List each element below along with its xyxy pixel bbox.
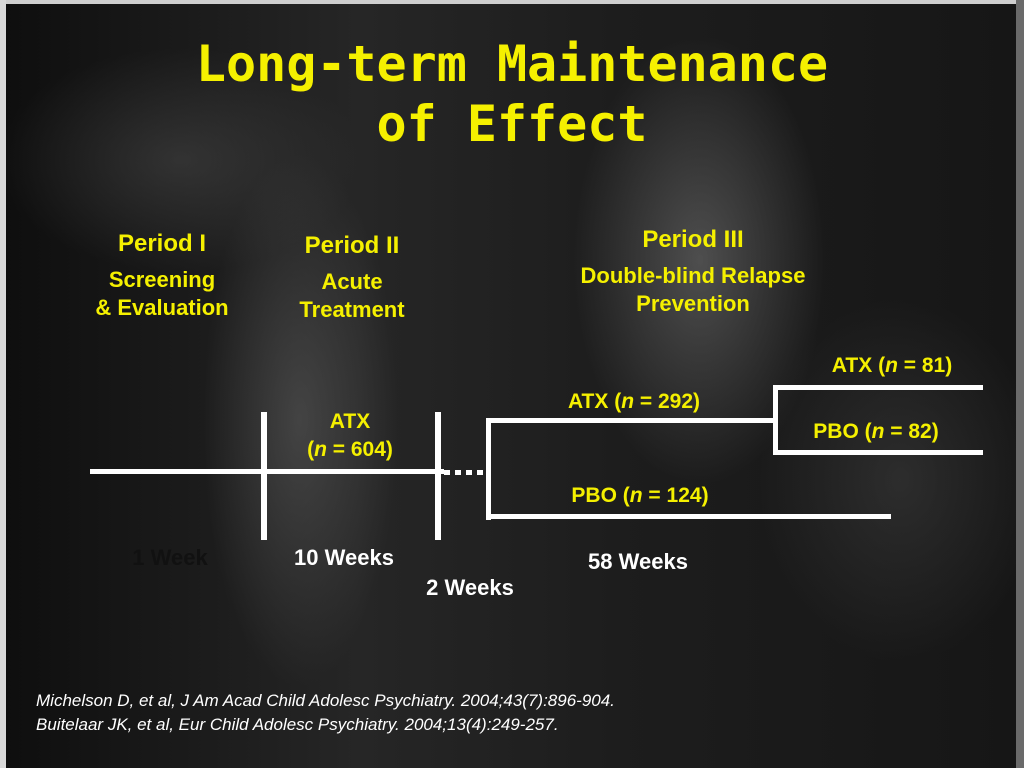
pbo-82-n-symbol: n xyxy=(871,420,885,443)
reference-1: Michelson D, et al, J Am Acad Child Adol… xyxy=(36,691,615,710)
atx-initial-label: ATX (n = 604) xyxy=(290,408,410,464)
atx-81-prefix: ATX ( xyxy=(831,354,886,377)
period-divider-2 xyxy=(435,412,441,540)
atx-292-label: ATX (n = 292) xyxy=(549,388,719,416)
pbo-82-n-value: = 82) xyxy=(884,420,939,443)
pbo-124-n-symbol: n xyxy=(629,484,643,507)
period-divider-1 xyxy=(261,412,267,540)
washout-dotted-line xyxy=(444,470,488,475)
atx-initial-open-paren: ( xyxy=(307,438,315,461)
slide-frame-left xyxy=(0,0,6,768)
slide-frame-right xyxy=(1016,0,1024,768)
atx-initial-n-symbol: n xyxy=(314,438,327,461)
pbo-82-label: PBO (n = 82) xyxy=(795,418,957,446)
atx-initial-n-value: = 604) xyxy=(326,438,393,461)
atx-81-n-value: = 81) xyxy=(897,354,953,377)
pbo-124-prefix: PBO ( xyxy=(571,484,630,507)
slide-title: Long-term Maintenance of Effect xyxy=(0,34,1024,154)
pbo-124-label: PBO (n = 124) xyxy=(552,482,728,510)
timeline-main-line xyxy=(90,469,444,474)
atx-292-n-value: = 292) xyxy=(634,390,701,413)
atx-292-prefix: ATX ( xyxy=(567,390,622,413)
atx-81-label: ATX (n = 81) xyxy=(814,352,970,380)
period-3-description-line-1: Double-blind Relapse xyxy=(580,263,806,288)
atx-81-arm-line xyxy=(773,385,983,390)
slide-title-line-2: of Effect xyxy=(376,95,648,153)
duration-10-weeks: 10 Weeks xyxy=(294,545,394,570)
atx-292-arm-line xyxy=(486,418,778,423)
period-1-header: Period I xyxy=(117,230,207,257)
period-2-description: Acute Treatment xyxy=(272,268,432,324)
period-3-description-line-2: Prevention xyxy=(636,291,750,316)
pbo-82-prefix: PBO ( xyxy=(813,420,872,443)
atx-initial-label-line-2: (n = 604) xyxy=(290,436,410,464)
duration-58-weeks: 58 Weeks xyxy=(588,549,688,574)
duration-2-weeks: 2 Weeks xyxy=(426,575,514,600)
pbo-124-arm-line xyxy=(486,514,891,519)
atx-292-n-symbol: n xyxy=(621,390,635,413)
period-1-description: Screening & Evaluation xyxy=(72,266,252,322)
period-2-description-line-1: Acute xyxy=(321,269,383,294)
period-3-header: Period III xyxy=(642,226,744,253)
pbo-82-arm-line xyxy=(773,450,983,455)
pbo-124-n-value: = 124) xyxy=(642,484,709,507)
period-2-description-line-2: Treatment xyxy=(299,297,405,322)
slide-frame-top xyxy=(0,0,1024,4)
randomization-branch-vertical xyxy=(486,418,491,520)
reference-2: Buitelaar JK, et al, Eur Child Adolesc P… xyxy=(36,715,559,734)
period-2-header: Period II xyxy=(304,232,400,259)
duration-1-week: 1 Week xyxy=(132,545,208,570)
period-1-description-line-1: Screening xyxy=(108,267,216,292)
period-3-description: Double-blind Relapse Prevention xyxy=(553,262,833,318)
period-1-description-line-2: & Evaluation xyxy=(95,295,229,320)
atx-81-n-symbol: n xyxy=(885,354,898,377)
rerandomization-branch-vertical xyxy=(773,385,778,455)
slide-title-line-1: Long-term Maintenance xyxy=(195,35,829,93)
atx-initial-label-line-1: ATX xyxy=(329,410,371,433)
